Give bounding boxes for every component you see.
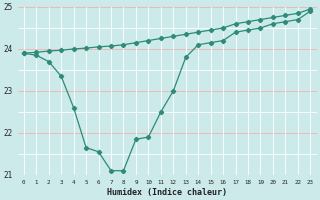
X-axis label: Humidex (Indice chaleur): Humidex (Indice chaleur): [107, 188, 227, 197]
